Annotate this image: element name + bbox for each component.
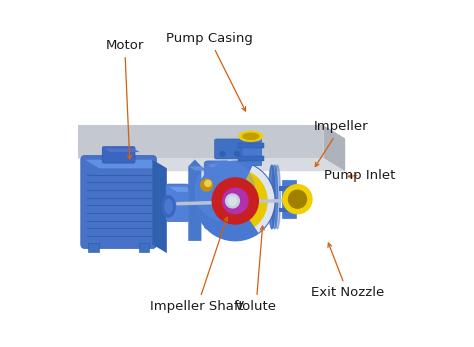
FancyBboxPatch shape <box>237 143 264 148</box>
Polygon shape <box>169 187 195 192</box>
Ellipse shape <box>239 132 263 141</box>
Wedge shape <box>235 166 274 232</box>
Polygon shape <box>78 125 323 158</box>
FancyBboxPatch shape <box>237 156 264 161</box>
FancyBboxPatch shape <box>88 243 99 252</box>
Wedge shape <box>197 162 257 239</box>
Text: Volute: Volute <box>235 226 277 313</box>
FancyBboxPatch shape <box>279 186 298 191</box>
FancyBboxPatch shape <box>215 139 258 159</box>
FancyBboxPatch shape <box>81 155 156 248</box>
Ellipse shape <box>272 165 278 229</box>
Polygon shape <box>323 125 345 171</box>
Circle shape <box>223 188 248 214</box>
Ellipse shape <box>165 200 173 213</box>
Circle shape <box>196 161 275 241</box>
Text: Pump Casing: Pump Casing <box>166 32 253 111</box>
Text: Motor: Motor <box>106 39 144 159</box>
Circle shape <box>203 169 267 233</box>
FancyBboxPatch shape <box>204 161 230 229</box>
FancyBboxPatch shape <box>138 243 149 252</box>
Circle shape <box>201 179 212 191</box>
Text: Impeller Shaft: Impeller Shaft <box>150 217 244 313</box>
Circle shape <box>220 151 225 156</box>
Text: Pump Inlet: Pump Inlet <box>324 169 395 182</box>
FancyBboxPatch shape <box>166 184 189 222</box>
Circle shape <box>212 178 258 224</box>
Ellipse shape <box>269 165 275 229</box>
Polygon shape <box>85 160 167 168</box>
Circle shape <box>246 151 252 156</box>
Text: Exit Nozzle: Exit Nozzle <box>311 243 384 299</box>
Polygon shape <box>78 158 345 171</box>
FancyBboxPatch shape <box>102 146 135 163</box>
Ellipse shape <box>243 133 259 139</box>
Circle shape <box>228 197 237 205</box>
Polygon shape <box>188 160 201 241</box>
Circle shape <box>226 194 239 208</box>
FancyBboxPatch shape <box>241 136 261 165</box>
Circle shape <box>283 185 312 214</box>
Polygon shape <box>208 164 234 169</box>
Circle shape <box>235 151 239 156</box>
Polygon shape <box>152 160 167 253</box>
Polygon shape <box>188 166 208 170</box>
Text: Impeller: Impeller <box>313 120 368 167</box>
Ellipse shape <box>274 165 281 229</box>
FancyBboxPatch shape <box>279 208 298 212</box>
Circle shape <box>205 180 211 186</box>
Circle shape <box>289 190 307 208</box>
FancyBboxPatch shape <box>282 180 296 218</box>
Ellipse shape <box>162 196 175 217</box>
Circle shape <box>195 161 255 220</box>
Polygon shape <box>104 148 139 152</box>
